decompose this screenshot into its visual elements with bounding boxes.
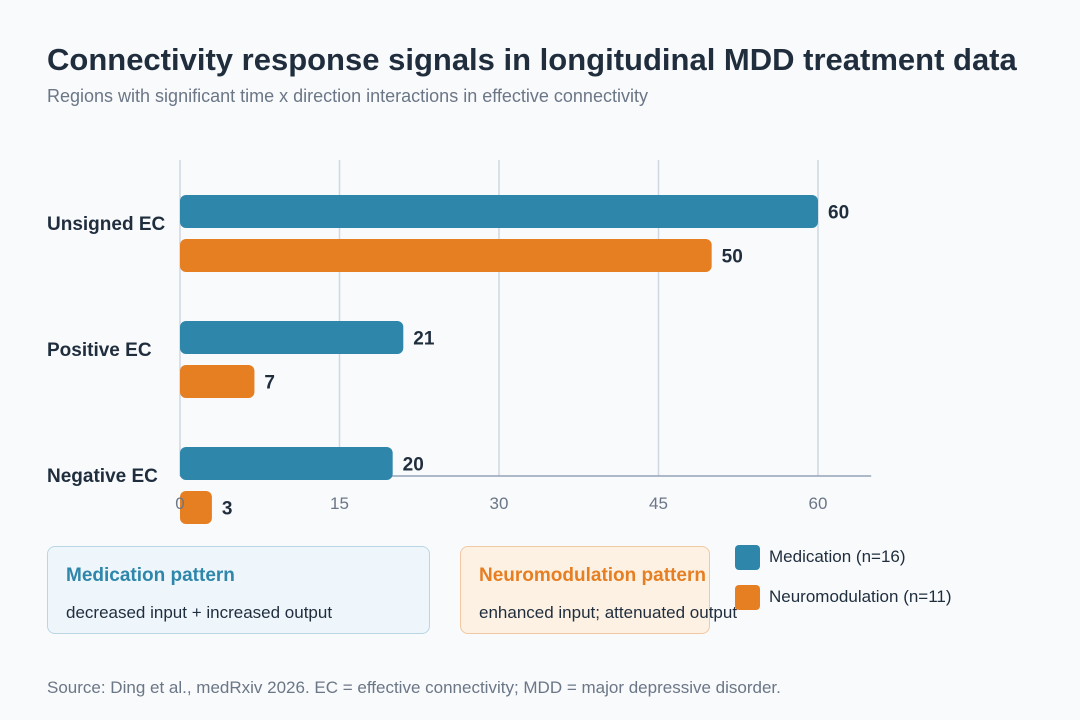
neuromodulation-pattern-title: Neuromodulation pattern (479, 565, 706, 586)
chart-subtitle: Regions with significant time x directio… (47, 86, 648, 106)
bar-1-2 (180, 491, 212, 524)
neuromodulation-pattern-body: enhanced input; attenuated output (479, 603, 738, 622)
bar-0-2 (180, 447, 393, 480)
category-label-2: Negative EC (47, 466, 158, 487)
legend-label-neuromodulation: Neuromodulation (n=11) (769, 587, 952, 606)
x-tick-label-3: 45 (649, 494, 668, 513)
medication-pattern-body: decreased input + increased output (66, 603, 333, 622)
medication-pattern-card: Medication pattern decreased input + inc… (47, 546, 430, 634)
x-tick-label-4: 60 (809, 494, 828, 513)
legend-item-neuromodulation: Neuromodulation (n=11) (735, 584, 952, 610)
bar-1-1 (180, 365, 255, 398)
value-label-0-1: 21 (413, 329, 435, 350)
value-label-1-1: 7 (264, 373, 275, 394)
bar-0-1 (180, 321, 404, 354)
legend-swatch-medication (735, 544, 760, 570)
value-label-1-0: 50 (722, 247, 743, 268)
x-tick-label-0: 0 (175, 494, 184, 513)
bar-1-0 (180, 239, 712, 272)
legend-label-medication: Medication (n=16) (769, 547, 906, 566)
medication-pattern-title: Medication pattern (66, 565, 235, 586)
legend-item-medication: Medication (n=16) (735, 544, 906, 570)
neuromodulation-pattern-card: Neuromodulation pattern enhanced input; … (460, 546, 737, 634)
x-tick-label-2: 30 (490, 494, 509, 513)
value-label-0-2: 20 (403, 455, 424, 476)
legend-swatch-neuromodulation (735, 584, 760, 610)
category-label-1: Positive EC (47, 340, 152, 361)
source-note: Source: Ding et al., medRxiv 2026. EC = … (47, 678, 781, 697)
bar-0-0 (180, 195, 818, 228)
category-label-0: Unsigned EC (47, 214, 166, 235)
x-tick-label-1: 15 (330, 494, 349, 513)
chart-title: Connectivity response signals in longitu… (47, 42, 1017, 77)
value-label-0-0: 60 (828, 203, 849, 224)
value-label-1-2: 3 (222, 499, 233, 520)
